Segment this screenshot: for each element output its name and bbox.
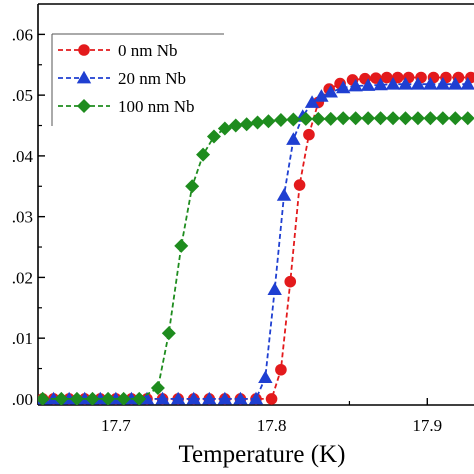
data-point <box>273 113 288 128</box>
axes: 17.7 17.8 17.9 .00 .01 .02 .03 .04 .05 .06 <box>12 3 474 435</box>
data-point <box>116 391 131 405</box>
data-point <box>258 370 273 384</box>
data-point <box>286 112 301 127</box>
data-point <box>161 326 176 341</box>
series-line <box>42 117 468 400</box>
x-tick-label: 17.8 <box>257 416 287 435</box>
series-100-nm-nb <box>38 111 474 405</box>
legend-label: 0 nm Nb <box>118 41 178 60</box>
y-tick-label: .00 <box>12 390 33 409</box>
y-tick-label: .05 <box>12 86 33 105</box>
series-layer <box>38 71 474 405</box>
legend-entry: 100 nm Nb <box>58 97 195 116</box>
data-point <box>261 114 276 129</box>
data-point <box>423 111 438 126</box>
data-point <box>286 132 301 145</box>
legend-entry: 0 nm Nb <box>58 41 178 60</box>
data-point <box>170 391 186 405</box>
data-point <box>348 111 363 126</box>
data-point <box>155 391 170 405</box>
legend-marker <box>78 44 90 56</box>
data-point <box>435 77 451 90</box>
data-point <box>185 179 200 194</box>
data-point <box>398 77 413 90</box>
data-point <box>423 77 438 90</box>
y-tick-label: .03 <box>12 208 33 227</box>
data-point <box>233 391 248 405</box>
data-point <box>196 147 211 162</box>
data-point <box>336 80 351 94</box>
data-point <box>361 111 376 126</box>
data-point <box>435 111 450 126</box>
data-point <box>228 118 243 133</box>
data-point <box>410 111 425 126</box>
data-point <box>248 391 264 405</box>
data-point <box>276 188 292 201</box>
data-point <box>206 129 221 144</box>
y-tick-label: .04 <box>12 147 34 166</box>
data-point <box>298 111 313 126</box>
data-point <box>460 111 474 126</box>
x-axis-title: Temperature (K) <box>179 441 346 468</box>
data-point <box>323 111 338 126</box>
data-point <box>267 282 282 295</box>
data-point <box>398 111 413 126</box>
data-point <box>186 391 201 405</box>
data-point <box>275 363 287 376</box>
data-point <box>202 391 217 405</box>
x-tick-label: 17.9 <box>412 416 442 435</box>
legend-label: 100 nm Nb <box>118 97 195 116</box>
data-point <box>54 391 69 405</box>
legend-marker <box>77 99 91 113</box>
y-tick-label: .02 <box>12 268 33 287</box>
y-tick-label: .01 <box>12 329 33 348</box>
data-point <box>303 128 315 141</box>
data-point <box>304 95 320 108</box>
legend-marker <box>76 70 92 84</box>
data-point <box>314 89 329 102</box>
data-point <box>38 391 50 405</box>
data-point <box>132 391 147 405</box>
data-point <box>265 393 278 405</box>
data-point <box>69 391 84 405</box>
data-point <box>360 78 376 91</box>
data-point <box>217 121 232 136</box>
data-point <box>385 77 401 90</box>
data-point <box>348 78 363 92</box>
series-line <box>42 83 468 400</box>
data-point <box>460 77 474 90</box>
data-point <box>293 179 306 191</box>
data-point <box>323 84 338 98</box>
data-point <box>250 115 265 130</box>
data-point <box>239 117 254 132</box>
legend-entry: 20 nm Nb <box>58 69 186 88</box>
data-point <box>336 111 351 126</box>
y-tick-label: .06 <box>12 25 33 44</box>
data-point <box>150 380 165 395</box>
data-point <box>381 71 393 84</box>
data-point <box>410 77 426 90</box>
data-point <box>386 111 401 126</box>
data-point <box>174 238 189 253</box>
data-point <box>101 391 116 405</box>
legend: 0 nm Nb 20 nm Nb 100 nm Nb <box>51 33 224 126</box>
data-point <box>448 111 463 126</box>
data-point <box>373 77 388 91</box>
x-tick-label: 17.7 <box>101 416 131 435</box>
legend-label: 20 nm Nb <box>118 69 186 88</box>
data-point <box>85 391 100 405</box>
data-point <box>311 111 326 126</box>
data-point <box>373 111 388 126</box>
data-point <box>284 275 297 288</box>
data-point <box>448 77 463 90</box>
data-point <box>217 391 233 405</box>
